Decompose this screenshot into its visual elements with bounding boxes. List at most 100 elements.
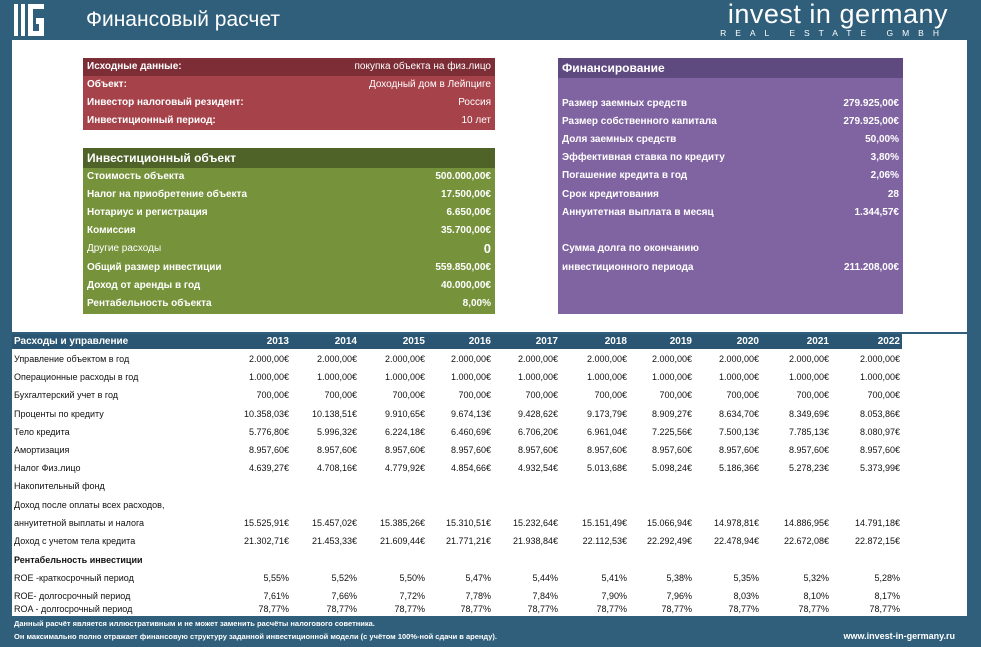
table-cell: 2.000,00€ — [316, 354, 357, 364]
table-cell: 7,84% — [532, 591, 558, 601]
table-cell: 5.278,23€ — [788, 463, 829, 473]
table-cell: 7,90% — [601, 591, 627, 601]
table-cell: 5.373,99€ — [859, 463, 900, 473]
table-cell: 8.957,60€ — [586, 445, 627, 455]
table-cell: 9.428,62€ — [517, 409, 558, 419]
table-cell: 21.771,21€ — [445, 536, 491, 546]
table-cell: 15.385,26€ — [379, 518, 425, 528]
table-cell: 5.776,80€ — [248, 427, 289, 437]
table-cell: 9.173,79€ — [586, 409, 627, 419]
table-cell: 22.112,53€ — [582, 536, 627, 546]
table-cell: 8.053,86€ — [859, 409, 900, 419]
footer-disclaimer: Данный расчёт является иллюстративным и … — [14, 619, 375, 628]
row-label: Проценты по кредиту — [14, 409, 104, 419]
table-cell: 1.000,00€ — [586, 372, 627, 382]
financing-row: Эффективная ставка по кредиту 3,80% — [562, 152, 899, 163]
year-header: 2021 — [806, 336, 829, 347]
table-cell: 8.909,27€ — [651, 409, 692, 419]
table-cell: 5,32% — [803, 573, 829, 583]
table-cell: 700,00€ — [726, 390, 759, 400]
table-cell: 14.791,18€ — [854, 518, 900, 528]
table-cell: 22.478,94€ — [713, 536, 759, 546]
financing-row: Размер собственного капитала 279.925,00€ — [562, 116, 899, 127]
table-cell: 78,77% — [258, 604, 289, 614]
table-cell: 1.000,00€ — [859, 372, 900, 382]
table-cell: 9.910,65€ — [384, 409, 425, 419]
footer-website-link[interactable]: www.invest-in-germany.ru — [843, 631, 955, 641]
table-cell: 7,78% — [465, 591, 491, 601]
table-cell: 700,00€ — [392, 390, 425, 400]
table-cell: 2.000,00€ — [517, 354, 558, 364]
table-cell: 1.000,00€ — [718, 372, 759, 382]
table-cell: 4.932,54€ — [517, 463, 558, 473]
table-cell: 22.872,15€ — [854, 536, 900, 546]
investment-row: Доход от аренды в год 40.000,00€ — [87, 280, 491, 291]
table-cell: 8.634,70€ — [718, 409, 759, 419]
table-cell: 78,77% — [661, 604, 692, 614]
year-header: 2013 — [266, 336, 289, 347]
table-cell: 7.785,13€ — [788, 427, 829, 437]
row-label: Доход после оплаты всех расходов, — [14, 500, 165, 510]
footer-disclaimer-2: Он максимально полно отражает финансовую… — [14, 632, 498, 641]
table-cell: 1.000,00€ — [384, 372, 425, 382]
source-data-box: Исходные данные: покупка объекта на физ.… — [83, 58, 495, 130]
investment-row: Общий размер инвестиции 559.850,00€ — [87, 262, 491, 273]
year-header: 2020 — [736, 336, 759, 347]
table-cell: 1.000,00€ — [517, 372, 558, 382]
table-cell: 8.957,60€ — [718, 445, 759, 455]
table-cell: 1.000,00€ — [450, 372, 491, 382]
row-label: Накопительный фонд — [14, 481, 105, 491]
row-label: Рентабельность инвестиции — [14, 555, 143, 565]
table-cell: 21.302,71€ — [243, 536, 289, 546]
table-cell: 1.000,00€ — [248, 372, 289, 382]
row-label: ROE -краткосрочный период — [14, 573, 134, 583]
table-cell: 8.349,69€ — [788, 409, 829, 419]
row-label: Доход с учетом тела кредита — [14, 536, 136, 546]
table-cell: 7.225,56€ — [651, 427, 692, 437]
table-cell: 15.310,51€ — [445, 518, 491, 528]
table-cell: 21.609,44€ — [379, 536, 425, 546]
year-header: 2016 — [468, 336, 491, 347]
table-cell: 7.500,13€ — [718, 427, 759, 437]
investment-row: Комиссия 35.700,00€ — [87, 225, 491, 236]
row-label: Тело кредита — [14, 427, 70, 437]
table-cell: 10.358,03€ — [243, 409, 289, 419]
table-cell: 5,47% — [465, 573, 491, 583]
row-label: Бухгалтерский учет в год — [14, 390, 119, 400]
table-cell: 78,77% — [728, 604, 759, 614]
table-cell: 14.978,81€ — [713, 518, 759, 528]
table-cell: 1.000,00€ — [788, 372, 829, 382]
table-cell: 15.066,94€ — [646, 518, 692, 528]
table-cell: 14.886,95€ — [783, 518, 829, 528]
year-header: 2014 — [334, 336, 357, 347]
year-header: 2017 — [535, 336, 558, 347]
financing-title: Финансирование — [558, 58, 903, 78]
table-cell: 5,50% — [399, 573, 425, 583]
table-cell: 7,66% — [331, 591, 357, 601]
table-cell: 700,00€ — [659, 390, 692, 400]
table-cell: 6.224,18€ — [384, 427, 425, 437]
brand-name: invest in germany — [727, 0, 948, 29]
row-label: Операционные расходы в год — [14, 372, 139, 382]
table-cell: 8.957,60€ — [450, 445, 491, 455]
table-cell: 22.292,49€ — [646, 536, 692, 546]
table-cell: 4.708,16€ — [316, 463, 357, 473]
table-header-label: Расходы и управление — [14, 336, 129, 347]
table-cell: 6.460,69€ — [450, 427, 491, 437]
row-label: аннуитетной выплаты и налога — [14, 518, 145, 528]
expenses-table: Расходы и управление 2013 2014 2015 2016 201… — [12, 334, 967, 616]
table-cell: 5.098,24€ — [651, 463, 692, 473]
investment-row: Другие расходы 0 — [87, 241, 491, 256]
financing-row: Погашение кредита в год 2,06% — [562, 170, 899, 181]
table-cell: 21.938,84€ — [512, 536, 558, 546]
table-cell: 8.957,60€ — [384, 445, 425, 455]
investment-row: Нотариус и регистрация 6.650,00€ — [87, 207, 491, 218]
table-cell: 1.000,00€ — [316, 372, 357, 382]
table-cell: 2.000,00€ — [718, 354, 759, 364]
source-row: Исходные данные: покупка объекта на физ.… — [83, 58, 495, 76]
debt-value-row: инвестиционного периода 211.208,00€ — [562, 262, 899, 273]
year-header: 2015 — [402, 336, 425, 347]
financing-row: Доля заемных средств 50,00% — [562, 134, 899, 145]
investment-object-box: Инвестиционный объект Стоимость объекта 5… — [83, 148, 495, 314]
table-cell: 21.453,33€ — [311, 536, 357, 546]
